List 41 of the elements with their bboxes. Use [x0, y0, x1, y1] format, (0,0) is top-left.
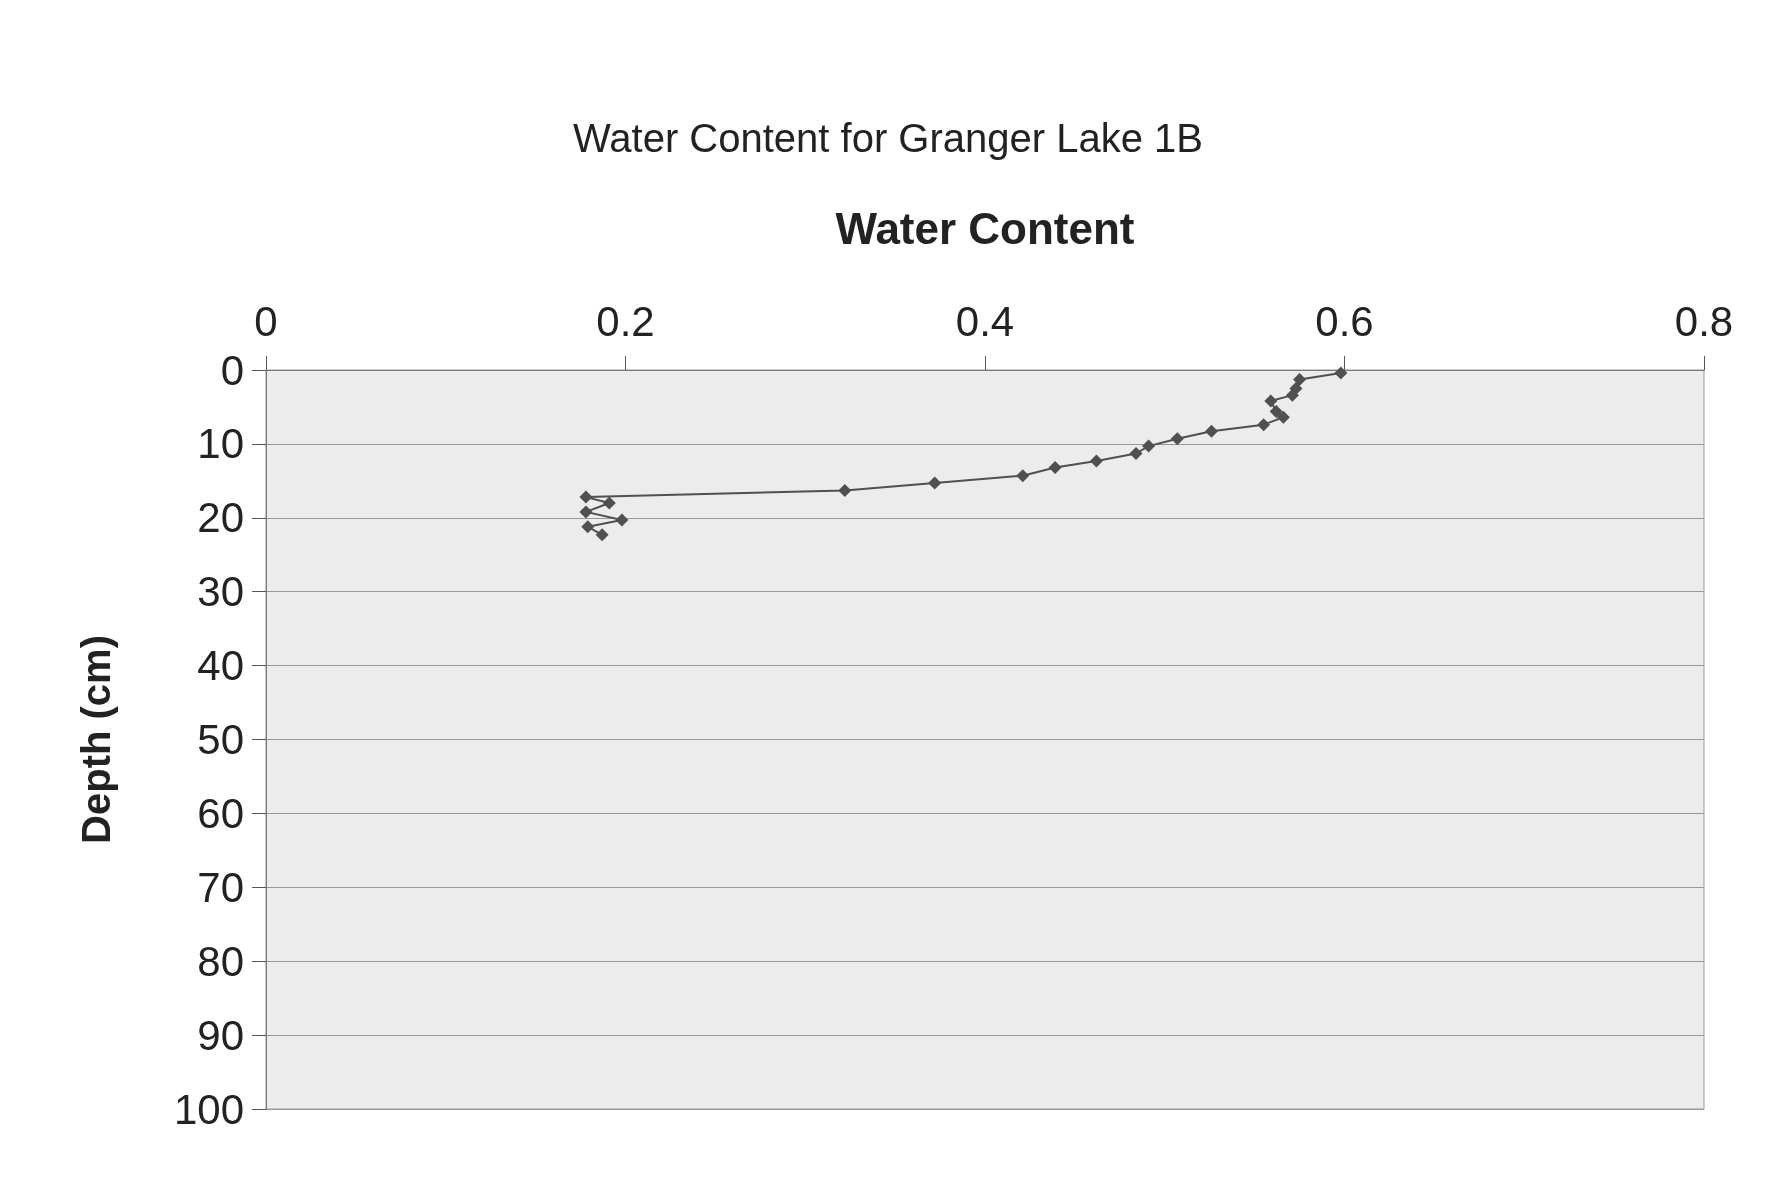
point [579, 505, 593, 519]
y-tick-label: 0 [220, 346, 244, 394]
y-axis-title: Depth (cm) [74, 635, 118, 844]
point [1264, 394, 1278, 408]
point [1285, 388, 1299, 402]
point [1276, 410, 1290, 424]
point [1048, 461, 1062, 475]
y-tick-label: 10 [197, 420, 244, 468]
point [581, 520, 595, 534]
y-tick-label: 70 [197, 863, 244, 911]
y-tick-label: 40 [197, 642, 244, 690]
y-tick-label: 100 [173, 1085, 244, 1133]
x-tick-label: 0.6 [1315, 297, 1374, 345]
point [615, 513, 629, 527]
x-tick-label: 0.8 [1674, 297, 1734, 345]
y-tick-label: 20 [197, 494, 244, 542]
point [928, 476, 942, 490]
y-tick-label: 80 [197, 937, 244, 985]
x-tick-label: 0.4 [955, 297, 1015, 345]
x-axis-title: Water Content [835, 203, 1135, 253]
point [579, 490, 593, 504]
point [1269, 404, 1283, 418]
x-tick-label: 0 [254, 297, 278, 345]
y-tick-label: 30 [197, 568, 244, 616]
x-tick-label: 0.2 [596, 297, 655, 345]
point [1142, 439, 1156, 453]
point [595, 528, 609, 542]
point [1334, 366, 1348, 380]
point [1170, 432, 1184, 446]
y-tick-label: 60 [197, 789, 244, 837]
point [1257, 418, 1271, 432]
point [838, 483, 852, 497]
point [1204, 424, 1218, 438]
chart-title: Water Content for Granger Lake 1B [573, 116, 1203, 160]
point [1089, 454, 1103, 468]
point [1293, 373, 1307, 387]
point [1016, 469, 1030, 483]
y-tick-label: 90 [197, 1011, 244, 1059]
point [1129, 447, 1143, 461]
point [602, 496, 616, 510]
y-tick-label: 50 [197, 716, 244, 763]
